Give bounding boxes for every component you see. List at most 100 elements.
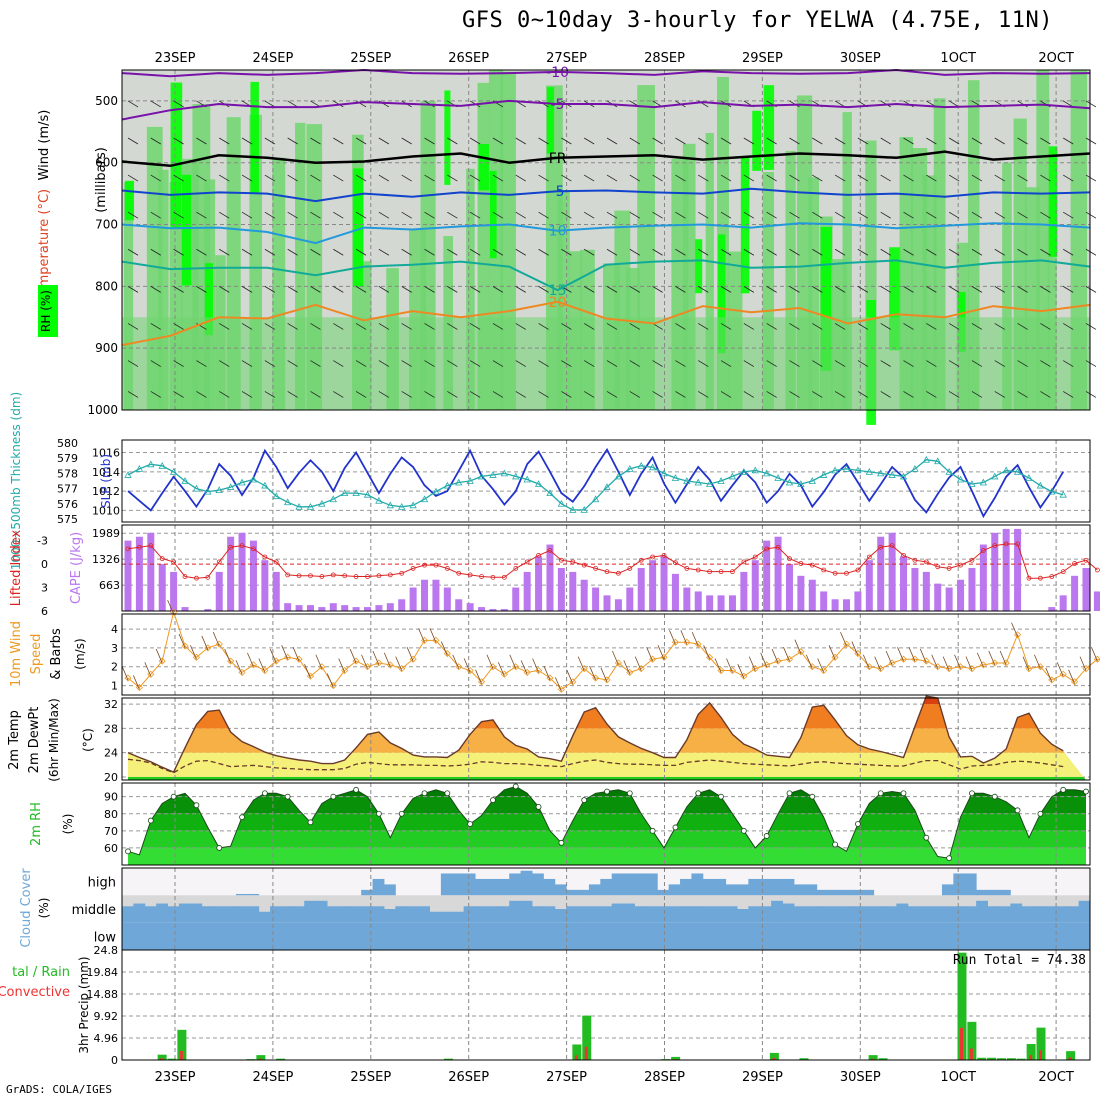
thickness-marker: [785, 478, 794, 486]
cloud-cell-high: [691, 873, 704, 896]
wind-barb: [349, 648, 357, 664]
wind-barb: [173, 174, 184, 182]
lifted-index-marker: [707, 569, 713, 575]
precip-total-bar: [1016, 1058, 1026, 1060]
rh-marker: [307, 819, 314, 826]
wind-barb: [812, 286, 823, 293]
upper-air-label-rh: RH (%): [39, 290, 53, 332]
rh-moist-column: [295, 122, 306, 410]
lifted-index-marker: [980, 548, 986, 553]
cloud-cell-middle: [1044, 906, 1057, 923]
lifted-index-marker: [787, 556, 792, 562]
cape-bar: [158, 564, 166, 611]
wind-barb: [561, 360, 572, 367]
cloud-cell-low: [987, 922, 1000, 950]
thickness-marker: [922, 455, 931, 463]
wind-barb: [948, 211, 960, 219]
wind-barb: [629, 137, 641, 145]
wind-barb: [1085, 211, 1097, 219]
wind-barb: [469, 174, 481, 182]
wind-barb: [1085, 100, 1097, 108]
wind-barb: [600, 667, 608, 683]
cape-bar: [797, 575, 805, 611]
cloud-cell-middle: [156, 903, 169, 923]
wind-barb: [561, 211, 572, 219]
thickness-marker: [603, 483, 611, 490]
cape-bar: [740, 571, 748, 611]
date-label-top: 30SEP: [840, 51, 881, 66]
cape-bar: [500, 609, 508, 611]
temperature-contour-label: FR: [549, 151, 567, 167]
wind-barb: [948, 391, 960, 398]
precip-total-bar: [671, 1056, 681, 1060]
wind-barb: [406, 647, 414, 662]
wind-speed-marker: [763, 661, 771, 669]
pressure-tick-label: 600: [95, 156, 118, 170]
rh-unit: (%): [61, 814, 75, 835]
lifted-index-marker: [228, 544, 234, 550]
wind-barb: [971, 286, 983, 293]
cape-bar: [728, 595, 736, 611]
lifted-index-marker: [353, 574, 359, 579]
wind-speed-marker: [1048, 676, 1056, 684]
precip-convective-bar: [960, 1027, 963, 1060]
temp-fill-band: [128, 752, 1086, 777]
wind-barb: [703, 645, 711, 660]
cloud-cell-low: [292, 922, 305, 950]
cloud-cell-high: [247, 893, 260, 896]
wind-barb: [515, 174, 526, 182]
wind-barb: [515, 248, 526, 256]
cloud-cell-low: [828, 922, 840, 950]
cape-bar: [843, 599, 850, 611]
wind-tick-label: 3: [111, 642, 118, 655]
thickness-marker: [979, 478, 988, 486]
precip-convective-bar: [574, 1055, 578, 1060]
wind-barb: [219, 391, 230, 398]
rh-marker: [832, 841, 838, 848]
lifted-index-tick-label: 0: [41, 558, 48, 571]
cloud-cell-middle: [668, 906, 681, 923]
wind-barb: [766, 323, 777, 330]
wind-barb: [926, 360, 937, 367]
cloud-cell-low: [645, 922, 658, 950]
wind-barb: [971, 174, 983, 182]
wind-barb: [720, 286, 732, 293]
lifted-index-marker: [513, 565, 519, 571]
cape-bar: [831, 599, 839, 611]
cloud-cell-middle: [349, 906, 362, 923]
cape-bar: [592, 587, 600, 611]
thickness-marker: [648, 463, 657, 471]
cape-bar: [124, 540, 132, 611]
wind-barb: [583, 248, 595, 256]
wind-barb: [834, 211, 846, 219]
precip-total-bar: [256, 1055, 266, 1060]
cloud-cell-middle: [998, 906, 1011, 923]
wind-barb: [999, 650, 1007, 666]
temperature-contour: [121, 222, 1091, 245]
wind-barb: [196, 248, 207, 256]
lifted-index-marker: [684, 565, 690, 571]
cloud-cell-low: [862, 922, 875, 950]
precip-tick-label: 14.88: [87, 988, 119, 1001]
lifted-index-marker: [650, 554, 656, 560]
wind-barb: [173, 211, 184, 219]
wind-barb: [789, 211, 800, 219]
wind-barb: [492, 174, 504, 182]
wind-barb: [492, 360, 504, 367]
wind-barb: [1017, 391, 1028, 398]
wind-barb: [1056, 662, 1064, 677]
wind-barb: [862, 654, 870, 669]
wind-barb: [304, 664, 311, 679]
rh-saturated-column: [444, 90, 451, 185]
wind-barb: [538, 248, 549, 256]
cloud-cell-middle: [418, 906, 430, 923]
wind-barb: [885, 650, 893, 666]
cloud-level-label: middle: [72, 903, 116, 918]
cloud-cell-low: [930, 922, 943, 950]
wind-barb: [743, 248, 755, 256]
wind-barb: [333, 286, 344, 293]
wind-barb: [401, 137, 412, 145]
temperature-contour-label: 20: [549, 295, 567, 311]
cloud-cell-low: [201, 922, 214, 950]
rh-marker: [877, 790, 884, 797]
